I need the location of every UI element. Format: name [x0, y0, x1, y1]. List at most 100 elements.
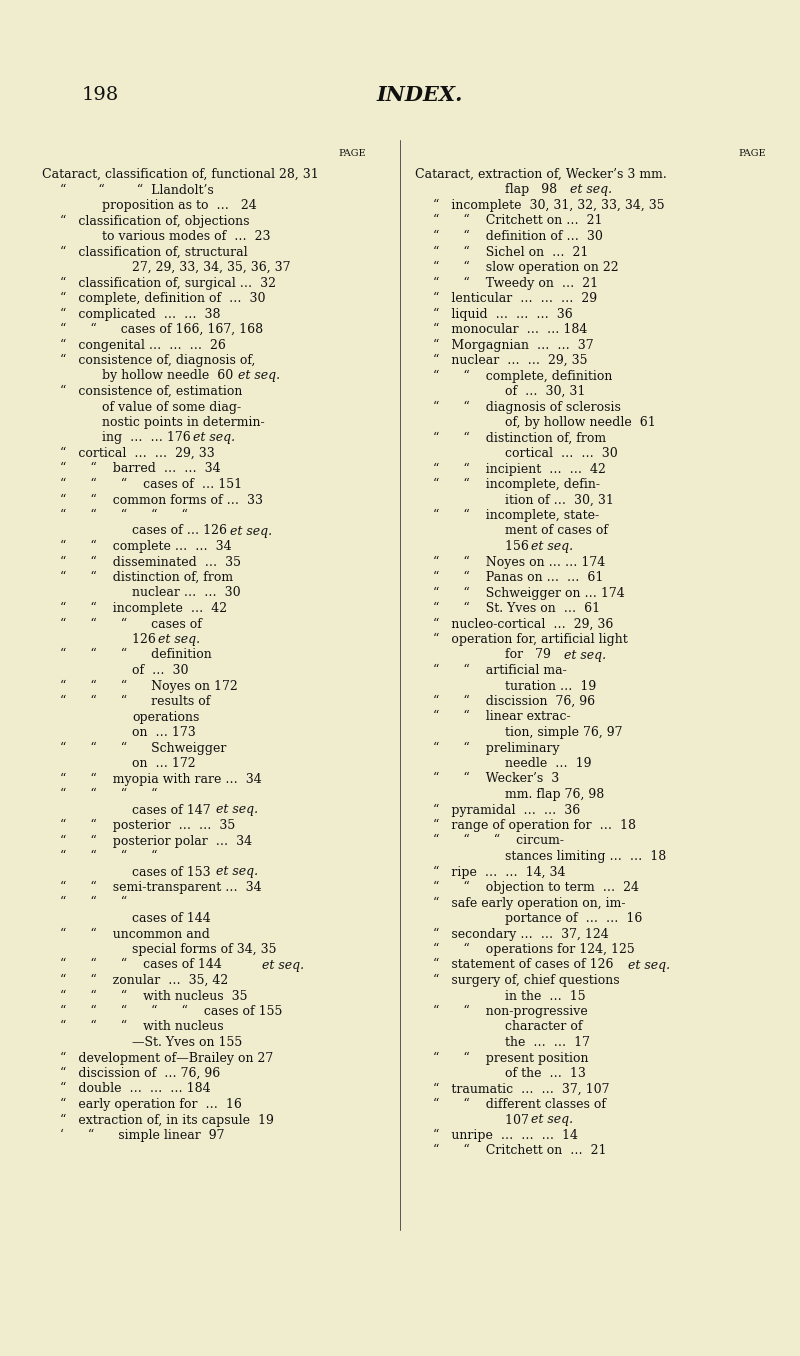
Text: “      “    preliminary: “ “ preliminary	[433, 742, 560, 755]
Text: “      “    objection to term  …  24: “ “ objection to term … 24	[433, 881, 639, 894]
Text: “   early operation for  …  16: “ early operation for … 16	[60, 1098, 242, 1111]
Text: 156: 156	[505, 540, 533, 553]
Text: “      “      “      “      “    cases of 155: “ “ “ “ “ cases of 155	[60, 1005, 282, 1018]
Text: cases of … 126: cases of … 126	[132, 525, 231, 537]
Text: “      “    disseminated  …  35: “ “ disseminated … 35	[60, 556, 241, 568]
Text: “      “    incomplete, defin-: “ “ incomplete, defin-	[433, 479, 600, 491]
Text: “   discission of  … 76, 96: “ discission of … 76, 96	[60, 1067, 220, 1079]
Text: “      “      “    cases of 144: “ “ “ cases of 144	[60, 959, 222, 971]
Text: “   traumatic  …  …  37, 107: “ traumatic … … 37, 107	[433, 1082, 610, 1096]
Text: “      “    zonular  …  35, 42: “ “ zonular … 35, 42	[60, 974, 228, 987]
Text: “      “    common forms of …  33: “ “ common forms of … 33	[60, 494, 263, 507]
Text: et seq.: et seq.	[230, 525, 272, 537]
Text: in the  …  15: in the … 15	[505, 990, 586, 1002]
Text: “      “    present position: “ “ present position	[433, 1051, 589, 1064]
Text: “   ripe  …  …  14, 34: “ ripe … … 14, 34	[433, 865, 566, 879]
Text: et seq.: et seq.	[262, 959, 304, 971]
Text: “      “    Critchett on  …  21: “ “ Critchett on … 21	[433, 1144, 606, 1158]
Text: “      “      “    cases of  … 151: “ “ “ cases of … 151	[60, 479, 242, 491]
Text: “   complete, definition of  …  30: “ complete, definition of … 30	[60, 292, 266, 305]
Text: PAGE: PAGE	[338, 149, 366, 157]
Text: “      “    non-progressive: “ “ non-progressive	[433, 1005, 588, 1018]
Text: “   incomplete  30, 31, 32, 33, 34, 35: “ incomplete 30, 31, 32, 33, 34, 35	[433, 199, 665, 213]
Text: “      “    Wecker’s  3: “ “ Wecker’s 3	[433, 773, 559, 785]
Text: et seq.: et seq.	[238, 369, 281, 382]
Text: “      “    uncommon and: “ “ uncommon and	[60, 928, 210, 941]
Text: cases of 144: cases of 144	[132, 913, 210, 925]
Text: et seq.: et seq.	[570, 183, 612, 197]
Text: “      “      “    with nucleus  35: “ “ “ with nucleus 35	[60, 990, 247, 1002]
Text: flap   98: flap 98	[505, 183, 561, 197]
Text: et seq.: et seq.	[217, 865, 258, 879]
Text: “   consistence of, estimation: “ consistence of, estimation	[60, 385, 242, 399]
Text: “   pyramidal  …  …  36: “ pyramidal … … 36	[433, 804, 580, 816]
Text: “      “    semi-transparent …  34: “ “ semi-transparent … 34	[60, 881, 262, 894]
Text: operations: operations	[132, 711, 199, 724]
Text: “      “      “: “ “ “	[60, 896, 127, 910]
Text: “      “    Tweedy on  …  21: “ “ Tweedy on … 21	[433, 277, 598, 290]
Text: “   range of operation for  …  18: “ range of operation for … 18	[433, 819, 636, 833]
Text: et seq.: et seq.	[531, 1113, 573, 1127]
Text: 198: 198	[82, 85, 118, 104]
Text: by hollow needle  60: by hollow needle 60	[102, 369, 238, 382]
Text: “      “    posterior polar  …  34: “ “ posterior polar … 34	[60, 834, 252, 848]
Text: “   statement of cases of 126: “ statement of cases of 126	[433, 959, 618, 971]
Text: et seq.: et seq.	[563, 648, 606, 662]
Text: Cataract, extraction of, Wecker’s 3 mm.: Cataract, extraction of, Wecker’s 3 mm.	[415, 168, 666, 180]
Text: needle  …  19: needle … 19	[505, 757, 591, 770]
Text: “      “    Schweigger on … 174: “ “ Schweigger on … 174	[433, 587, 625, 599]
Text: “   secondary …  …  37, 124: “ secondary … … 37, 124	[433, 928, 609, 941]
Text: PAGE: PAGE	[738, 149, 766, 157]
Text: of  …  30, 31: of … 30, 31	[505, 385, 586, 399]
Text: turation …  19: turation … 19	[505, 679, 596, 693]
Text: 126: 126	[132, 633, 160, 645]
Text: of value of some diag-: of value of some diag-	[102, 400, 241, 414]
Text: “      “      “      “: “ “ “ “	[60, 850, 158, 862]
Text: et seq.: et seq.	[158, 633, 200, 645]
Text: “      “    linear extrac-: “ “ linear extrac-	[433, 711, 570, 724]
Text: ition of …  30, 31: ition of … 30, 31	[505, 494, 614, 507]
Text: “   monocular  …  … 184: “ monocular … … 184	[433, 323, 587, 336]
Text: ment of cases of: ment of cases of	[505, 525, 608, 537]
Text: “      “    Noyes on … … 174: “ “ Noyes on … … 174	[433, 556, 606, 568]
Text: nuclear …  …  30: nuclear … … 30	[132, 587, 241, 599]
Text: 27, 29, 33, 34, 35, 36, 37: 27, 29, 33, 34, 35, 36, 37	[132, 260, 290, 274]
Text: “      “    incomplete  …  42: “ “ incomplete … 42	[60, 602, 227, 616]
Text: et seq.: et seq.	[217, 804, 258, 816]
Text: for   79: for 79	[505, 648, 555, 662]
Text: to various modes of  …  23: to various modes of … 23	[102, 231, 270, 243]
Text: “   cortical  …  …  29, 33: “ cortical … … 29, 33	[60, 447, 214, 460]
Text: “      “    barred  …  …  34: “ “ barred … … 34	[60, 462, 221, 476]
Text: “   surgery of, chief questions: “ surgery of, chief questions	[433, 974, 620, 987]
Text: “      “    slow operation on 22: “ “ slow operation on 22	[433, 260, 618, 274]
Text: “   operation for, artificial light: “ operation for, artificial light	[433, 633, 628, 647]
Text: “   congenital …  …  …  26: “ congenital … … … 26	[60, 339, 226, 351]
Text: “      “      “    circum-: “ “ “ circum-	[433, 834, 564, 848]
Text: on  … 172: on … 172	[132, 757, 196, 770]
Text: “      “      “      Noyes on 172: “ “ “ Noyes on 172	[60, 679, 238, 693]
Text: “      “    complete …  …  34: “ “ complete … … 34	[60, 540, 232, 553]
Text: “      “      “      cases of: “ “ “ cases of	[60, 617, 202, 631]
Text: “   classification of, surgical …  32: “ classification of, surgical … 32	[60, 277, 276, 290]
Text: “      “    different classes of: “ “ different classes of	[433, 1098, 606, 1111]
Text: “      “      “    with nucleus: “ “ “ with nucleus	[60, 1021, 224, 1033]
Text: mm. flap 76, 98: mm. flap 76, 98	[505, 788, 604, 801]
Text: “      “      “      “      “: “ “ “ “ “	[60, 508, 188, 522]
Text: “   consistence of, diagnosis of,: “ consistence of, diagnosis of,	[60, 354, 255, 367]
Text: “      “    Panas on …  …  61: “ “ Panas on … … 61	[433, 571, 603, 584]
Text: portance of  …  …  16: portance of … … 16	[505, 913, 642, 925]
Text: 107: 107	[505, 1113, 533, 1127]
Text: cases of 153: cases of 153	[132, 865, 214, 879]
Text: “      “    distinction of, from: “ “ distinction of, from	[433, 431, 606, 445]
Text: “      “    posterior  …  …  35: “ “ posterior … … 35	[60, 819, 235, 833]
Text: “      “      cases of 166, 167, 168: “ “ cases of 166, 167, 168	[60, 323, 263, 336]
Text: special forms of 34, 35: special forms of 34, 35	[132, 942, 277, 956]
Text: “   classification of, structural: “ classification of, structural	[60, 245, 248, 259]
Text: tion, simple 76, 97: tion, simple 76, 97	[505, 725, 622, 739]
Text: cases of 147: cases of 147	[132, 804, 214, 816]
Text: “   extraction of, in its capsule  19: “ extraction of, in its capsule 19	[60, 1113, 274, 1127]
Text: et seq.: et seq.	[531, 540, 573, 553]
Text: cortical  …  …  30: cortical … … 30	[505, 447, 618, 460]
Text: of  …  30: of … 30	[132, 664, 189, 677]
Text: ‘      “      simple linear  97: ‘ “ simple linear 97	[60, 1130, 225, 1142]
